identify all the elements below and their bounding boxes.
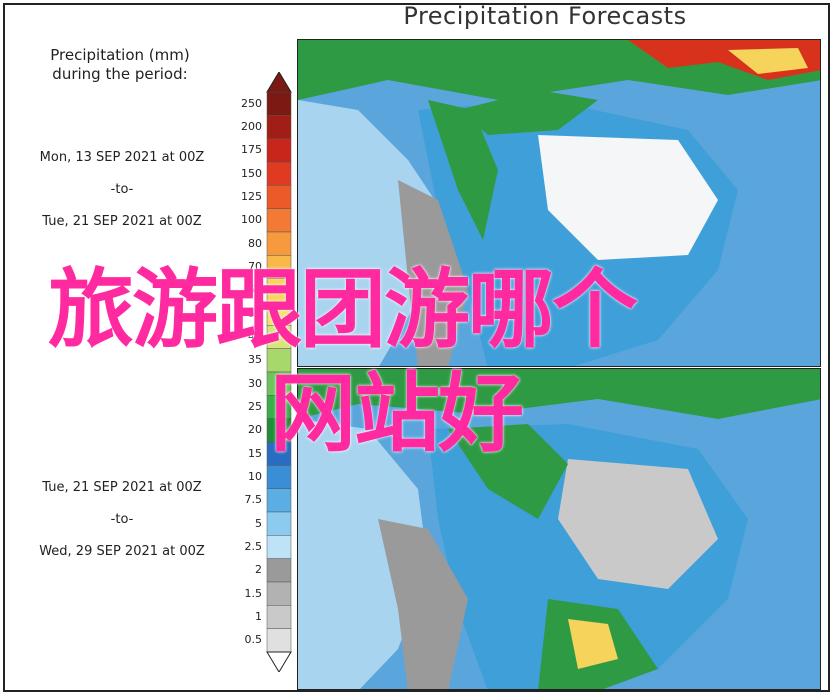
colorbar-tick-label: 2.5 [244,540,263,553]
legend-heading-line1: Precipitation (mm) [50,46,190,64]
colorbar-tick-label: 2 [255,563,262,577]
colorbar-segment [266,465,292,489]
period-2-start: Tue, 21 SEP 2021 at 00Z [42,480,202,495]
map-period-1 [297,39,821,367]
colorbar-tick-label: 50 [248,306,262,320]
south-yellow [568,619,618,669]
andes-green [448,424,568,519]
colorbar-tick-label: 100 [241,213,262,227]
colorbar-segment [266,511,292,536]
colorbar-segment [266,115,292,139]
period-1-sep: -to- [110,182,134,197]
colorbar-bottom-arrow [266,651,292,672]
colorbar-tick-label: 0.5 [244,633,263,647]
interior-gray [558,459,718,589]
colorbar-tick-label: 7.5 [244,493,263,507]
colorbar-segment [266,581,292,606]
colorbar-tick-label: 40 [248,330,262,343]
colorbar-tick-label: 70 [248,260,262,273]
legend-heading: Precipitation (mm) during the period: [20,46,220,84]
colorbar-tick-label: 1.5 [244,586,263,600]
colorbar-tick-label: 80 [248,236,262,250]
colorbar-segment [266,628,292,653]
colorbar-segment [266,535,292,559]
period-2-sep: -to- [110,512,134,527]
colorbar-tick-label: 175 [241,143,262,157]
colorbar-tick-label: 25 [248,400,262,413]
coast-gray [378,519,468,689]
colorbar-tick-label: 35 [248,353,262,367]
colorbar-tick-label: 10 [248,470,262,483]
overlay-line2: 网站好 [270,364,524,464]
heavy-rain-core [728,48,808,74]
colorbar-tick-label: 250 [241,96,262,110]
watermark-overlay: 旅游跟团游哪个 网站好 [48,258,808,466]
colorbar-tick-label: 150 [241,166,262,180]
colorbar-tick-label: 200 [241,120,262,133]
colorbar-tick-label: 15 [248,446,262,460]
colorbar-top-arrow [266,72,292,93]
colorbar-tick-label: 5 [255,516,262,530]
colorbar-segment [266,138,292,163]
colorbar-segment [266,488,292,513]
map-period-2 [297,368,821,690]
coast-gray [398,180,468,366]
overlay-line1: 旅游跟团游哪个 [48,260,638,360]
north-green-band [298,369,820,419]
figure-title: Precipitation Forecasts [403,2,687,30]
colorbar-segment [266,231,292,256]
andes-green [428,100,498,240]
period-1-start: Mon, 13 SEP 2021 at 00Z [39,150,205,165]
colorbar-segment [266,208,292,233]
colorbar-tick-label: 30 [248,376,262,390]
colorbar-tick-label: 125 [241,190,262,203]
colorbar-segment [266,91,292,116]
colorbar-tick-label: 1 [255,610,262,623]
period-1-end: Tue, 21 SEP 2021 at 00Z [42,214,202,229]
amazon-green [458,90,598,135]
colorbar-segment [266,605,292,629]
ocean-light-blue [298,419,428,689]
legend-colorbar [266,72,292,672]
colorbar-segment [266,161,292,186]
colorbar-tick-label: 20 [248,423,262,437]
colorbar-segment [266,185,292,209]
colorbar-tick-label: 60 [248,283,262,297]
period-2-end: Wed, 29 SEP 2021 at 00Z [39,544,205,559]
colorbar-segment [266,558,292,583]
legend-heading-line2: during the period: [52,65,188,83]
dry-interior [538,135,718,260]
